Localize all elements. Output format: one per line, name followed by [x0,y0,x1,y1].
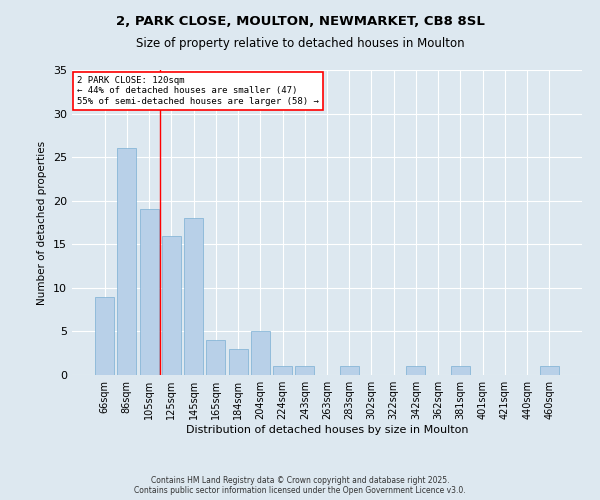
Bar [540,366,559,375]
Bar [273,366,292,375]
Bar [251,332,270,375]
Text: Contains HM Land Registry data © Crown copyright and database right 2025.
Contai: Contains HM Land Registry data © Crown c… [134,476,466,495]
Bar [340,366,359,375]
Bar [162,236,181,375]
Bar [118,148,136,375]
Bar [140,210,158,375]
Bar [95,296,114,375]
Bar [184,218,203,375]
Y-axis label: Number of detached properties: Number of detached properties [37,140,47,304]
Text: 2 PARK CLOSE: 120sqm
← 44% of detached houses are smaller (47)
55% of semi-detac: 2 PARK CLOSE: 120sqm ← 44% of detached h… [77,76,319,106]
Bar [406,366,425,375]
Text: Size of property relative to detached houses in Moulton: Size of property relative to detached ho… [136,38,464,51]
X-axis label: Distribution of detached houses by size in Moulton: Distribution of detached houses by size … [186,425,468,435]
Bar [229,349,248,375]
Bar [451,366,470,375]
Text: 2, PARK CLOSE, MOULTON, NEWMARKET, CB8 8SL: 2, PARK CLOSE, MOULTON, NEWMARKET, CB8 8… [116,15,484,28]
Bar [206,340,225,375]
Bar [295,366,314,375]
